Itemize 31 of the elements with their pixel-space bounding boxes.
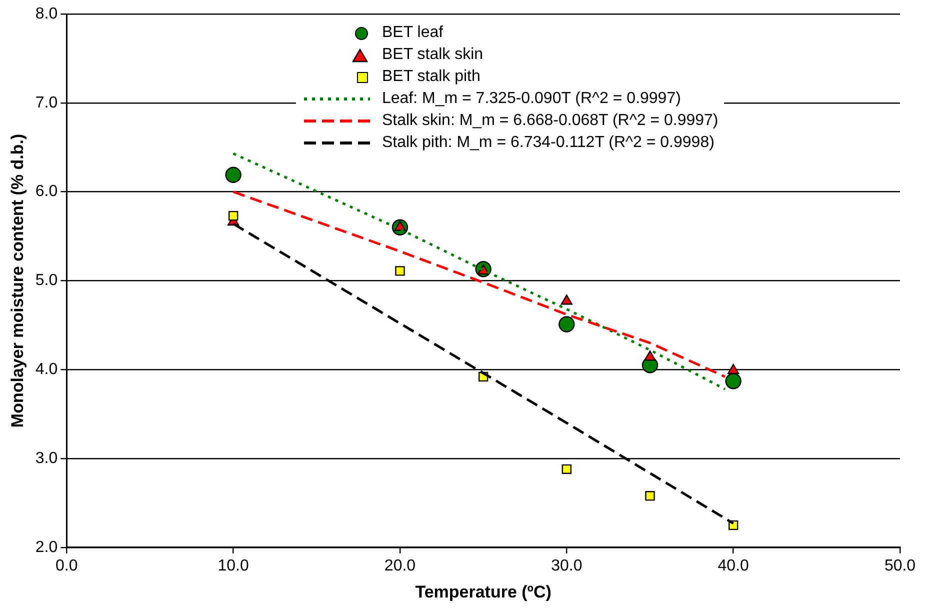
y-tick-label: 8.0 — [35, 5, 58, 22]
point — [395, 266, 405, 276]
y-tick-label: 2.0 — [35, 538, 58, 556]
legend-label: BET stalk pith — [382, 67, 480, 87]
x-tick-label: 50.0 — [884, 557, 916, 574]
point — [560, 294, 572, 305]
legend-label: Stalk pith: M_m = 6.734-0.112T (R^2 = 0.9998) — [382, 133, 714, 153]
y-axis-title: Monolayer moisture content (% d.b.) — [8, 134, 27, 428]
point — [228, 210, 238, 221]
point — [644, 350, 656, 361]
point — [225, 166, 242, 184]
point — [562, 464, 572, 474]
y-tick-label: 5.0 — [35, 272, 58, 290]
x-tick-label: 40.0 — [718, 557, 749, 574]
point — [645, 490, 655, 501]
legend-label: BET leaf — [382, 23, 444, 43]
y-tick-label: 3.0 — [35, 450, 58, 467]
x-tick-label: 0.0 — [56, 557, 78, 574]
point — [558, 316, 575, 332]
y-tick-label: 7.0 — [35, 94, 58, 112]
x-tick-label: 10.0 — [218, 557, 249, 574]
legend-label: Leaf: M_m = 7.325-0.090T (R^2 = 0.9997) — [382, 89, 681, 109]
point — [728, 364, 740, 374]
legend-label: BET stalk skin — [382, 45, 484, 65]
y-tick-label: 6.0 — [35, 183, 58, 200]
point — [725, 373, 742, 390]
x-tick-label: 30.0 — [551, 557, 582, 574]
x-axis-title: Temperature (ºC) — [415, 582, 552, 602]
x-tick-label: 20.0 — [384, 557, 416, 574]
legend-label: Stalk skin: M_m = 6.668-0.068T (R^2 = 0.9997) — [382, 111, 718, 131]
y-tick-label: 4.0 — [35, 361, 58, 378]
